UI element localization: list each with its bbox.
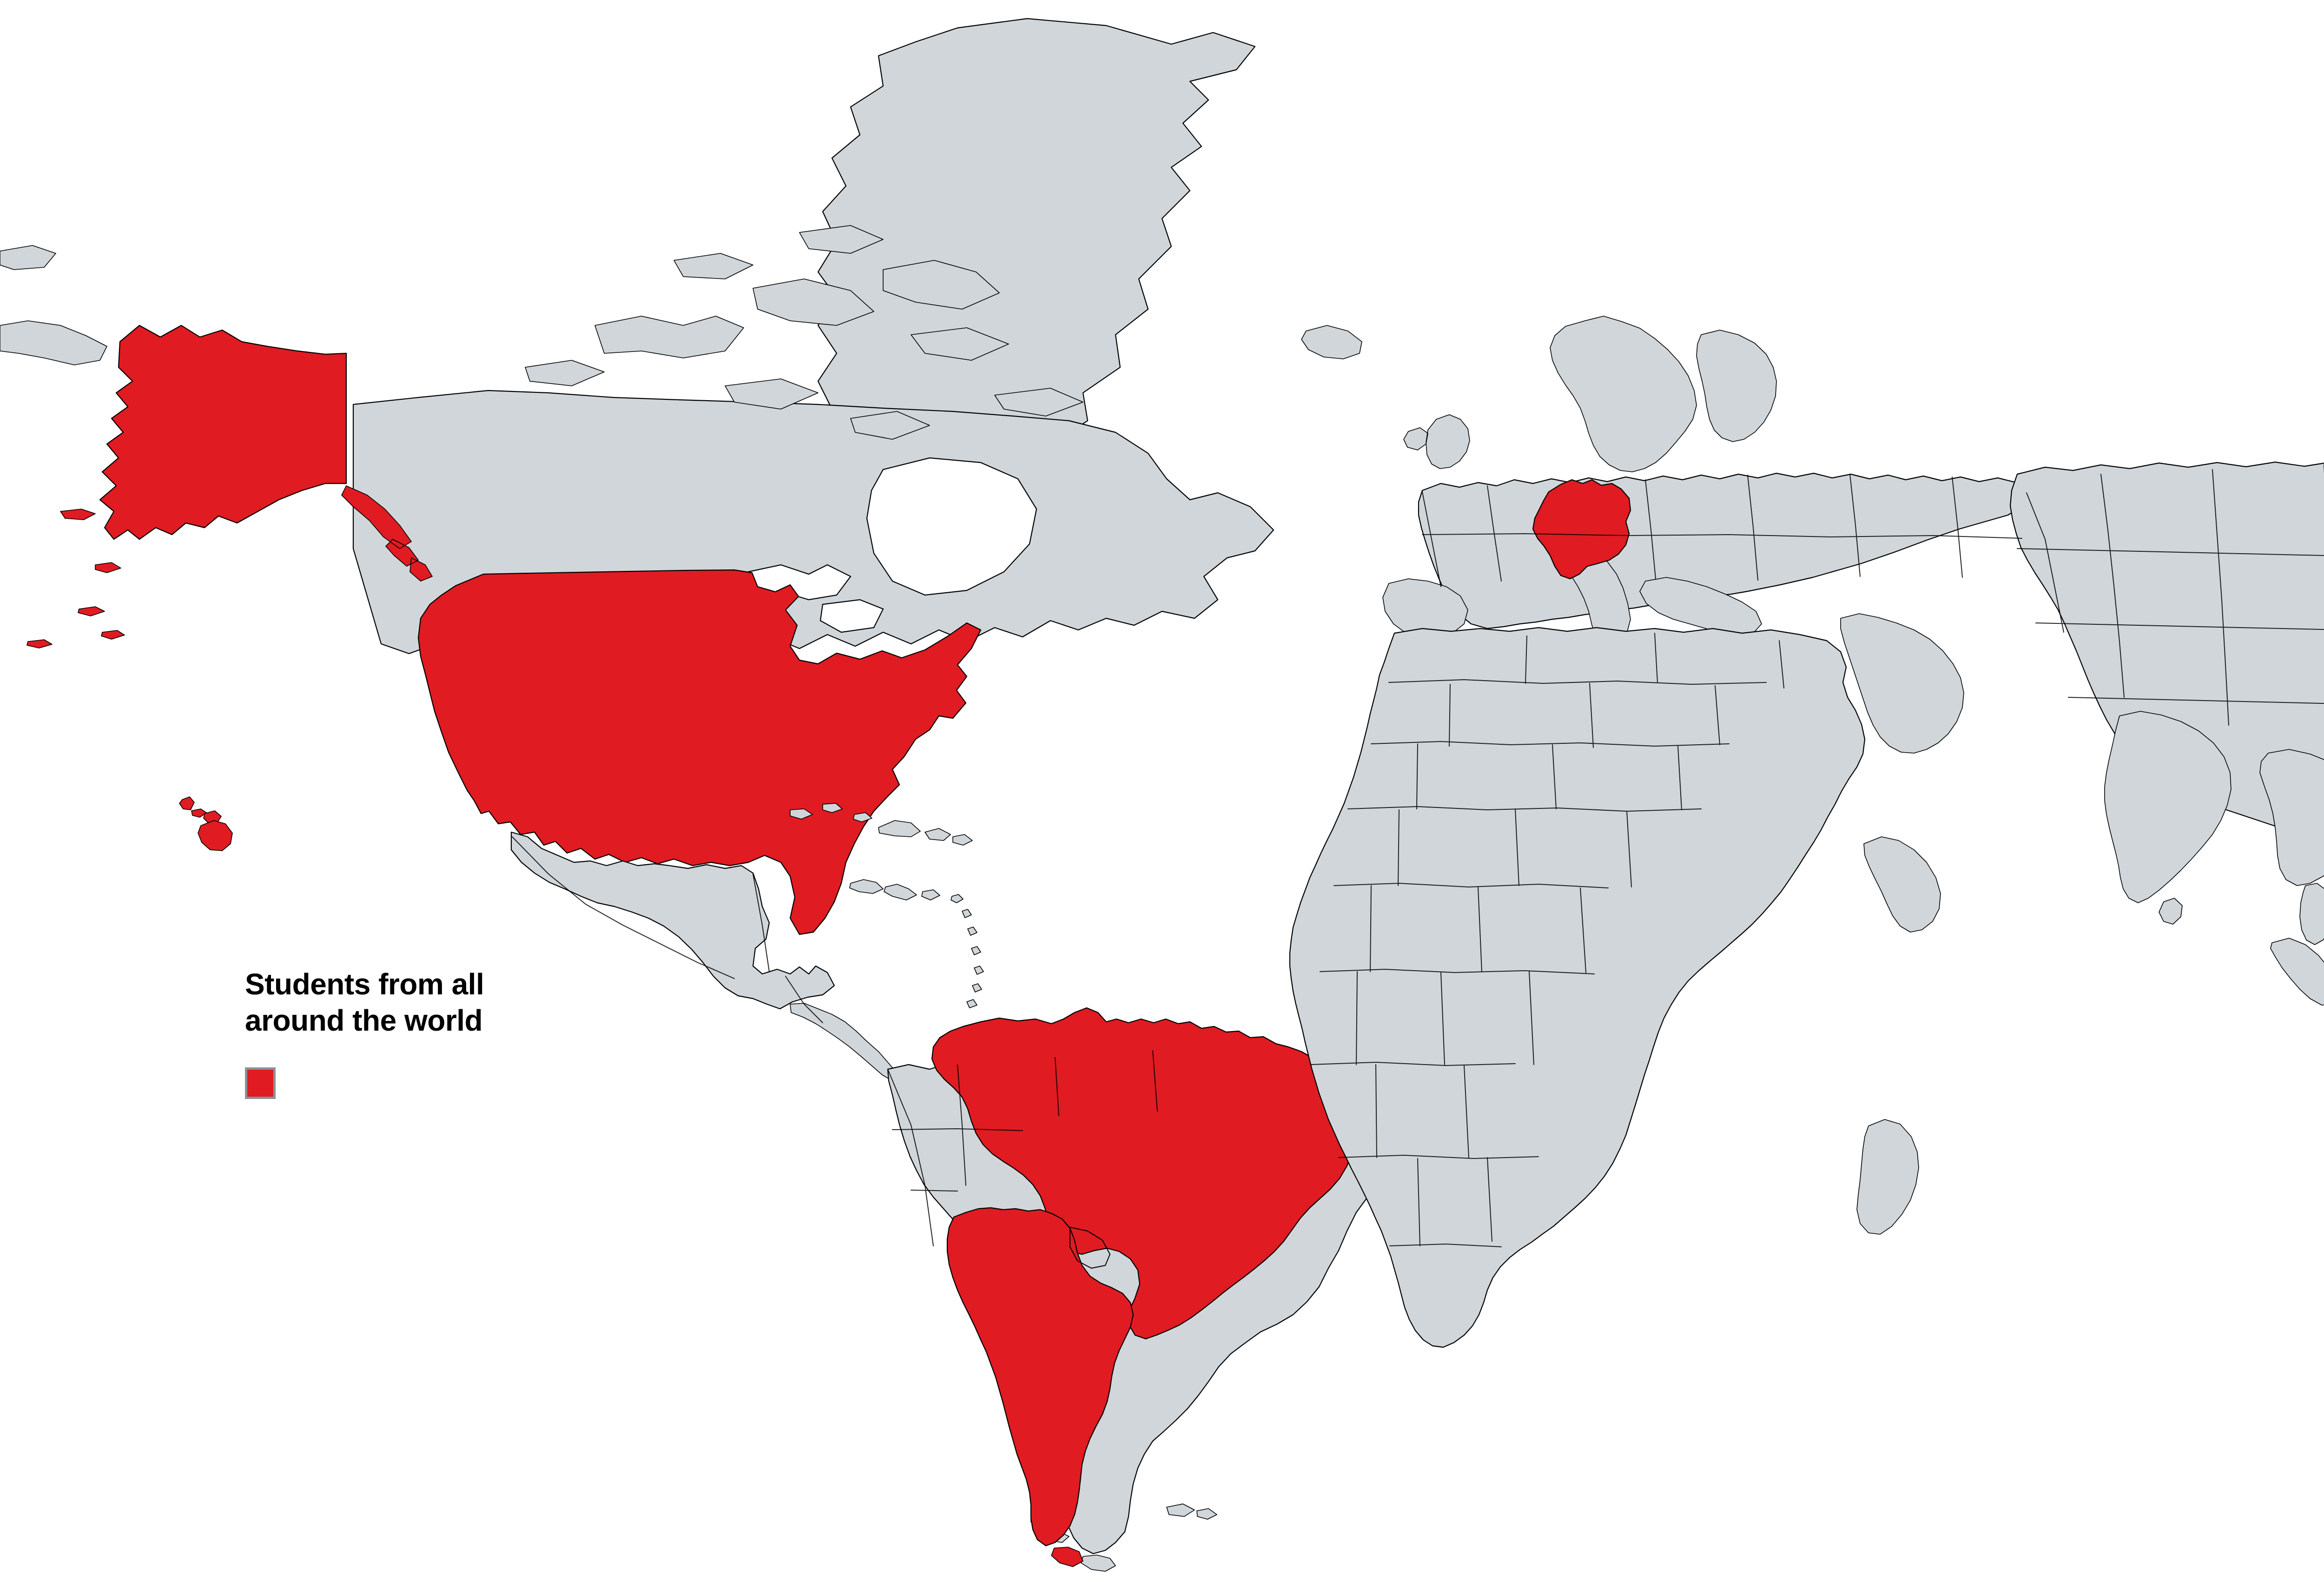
legend-color-swatch	[245, 1067, 276, 1099]
iceland	[1301, 325, 1362, 359]
country-usa-alaska	[99, 324, 347, 540]
internal-borders	[512, 464, 2324, 1247]
uruguay-border	[1070, 1227, 1110, 1269]
india	[2104, 711, 2232, 903]
country-argentina	[946, 1207, 1134, 1547]
country-usa-mainland	[417, 569, 982, 935]
continent-asia	[2009, 461, 2324, 843]
indochina	[2259, 749, 2324, 886]
british-isles	[1403, 414, 1470, 469]
finland-baltic	[1696, 330, 1777, 442]
sri-lanka	[2159, 898, 2183, 925]
sumatra	[2270, 938, 2324, 1006]
alaska-panhandle	[341, 485, 433, 582]
somalia-horn	[1863, 836, 1941, 933]
aleutian-islands	[26, 509, 125, 649]
country-greenland	[817, 18, 1256, 450]
legend-item	[245, 1067, 598, 1099]
chukotka-russia	[0, 245, 107, 365]
continent-africa	[1289, 627, 1866, 1348]
country-brazil	[931, 1007, 1354, 1340]
malay-peninsula	[2299, 883, 2324, 945]
legend-items	[245, 1067, 598, 1099]
country-germany	[1532, 479, 1631, 580]
scandinavia	[1550, 316, 1697, 472]
legend-title: Students from all around the world	[245, 967, 484, 1038]
madagascar	[1856, 1119, 1919, 1235]
hudson-bay	[866, 457, 1037, 596]
caribbean-islands	[790, 803, 984, 1008]
canada-arctic-islands	[525, 225, 1083, 440]
argentina-tierra-del-fuego	[1051, 1547, 1083, 1567]
central-america	[790, 1003, 898, 1081]
map-legend: Students from all around the world	[245, 966, 598, 1099]
country-usa-hawaii	[179, 796, 233, 851]
arabian-peninsula	[1840, 613, 1964, 754]
falkland-islands	[1166, 1503, 1217, 1520]
